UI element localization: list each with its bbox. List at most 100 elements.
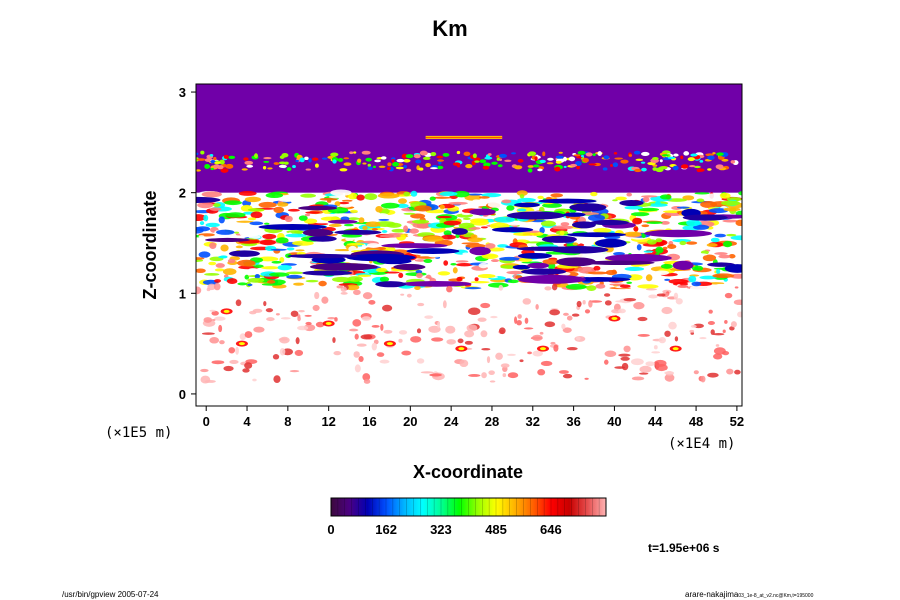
heatmap-cell: [361, 316, 372, 321]
heatmap-cell: [729, 326, 735, 331]
heatmap-cell: [379, 240, 391, 244]
heatmap-cell: [367, 163, 372, 167]
heatmap-cell: [646, 239, 657, 245]
heatmap-cell: [604, 350, 617, 357]
heatmap-cell: [480, 302, 491, 309]
heatmap-cell: [198, 251, 211, 258]
heatmap-cell: [292, 240, 314, 246]
x-unit-label: (×1E4 m): [668, 436, 735, 452]
heatmap-cell: [209, 207, 222, 211]
heatmap-cell: [209, 153, 214, 157]
heatmap-cell: [544, 286, 552, 291]
heatmap-cell: [494, 216, 516, 223]
heatmap-cell: [689, 285, 708, 292]
heatmap-cell: [623, 345, 631, 353]
heatmap-cell: [540, 220, 556, 227]
heatmap-cell: [624, 205, 643, 210]
heatmap-cell: [461, 212, 471, 216]
heatmap-cell: [276, 202, 289, 207]
x-tick-label: 48: [689, 414, 703, 429]
heatmap-cell: [566, 346, 578, 351]
heatmap-cell: [655, 238, 663, 243]
heatmap-cell: [429, 196, 436, 201]
y-tick-label: 1: [179, 286, 186, 301]
heatmap-cell: [677, 284, 689, 288]
heatmap-cell: [285, 233, 307, 238]
heatmap-cell: [356, 343, 367, 347]
heatmap-cell: [468, 374, 481, 377]
heatmap-cell: [273, 162, 280, 165]
heatmap-cell: [263, 222, 270, 225]
heatmap-cell: [615, 300, 627, 303]
heatmap-cell: [405, 168, 412, 172]
x-tick-label: 52: [730, 414, 744, 429]
heatmap-cell: [438, 160, 442, 165]
heatmap-cell: [699, 337, 707, 340]
heatmap-cell: [362, 225, 368, 231]
heatmap-cell: [615, 196, 627, 201]
heatmap-cell: [641, 224, 650, 228]
heatmap-cell: [305, 321, 312, 326]
heatmap-cell: [238, 191, 257, 196]
heatmap-cell: [716, 268, 721, 275]
heatmap-cell: [403, 212, 416, 215]
heatmap-cell: [733, 299, 742, 306]
heatmap-cell: [714, 233, 726, 238]
heatmap-cell: [352, 199, 374, 206]
heatmap-cell: [635, 158, 644, 162]
heatmap-cell: [220, 244, 229, 252]
heatmap-cell: [295, 337, 300, 345]
heatmap-cell: [304, 314, 312, 317]
heatmap-cell: [499, 256, 520, 261]
heatmap-cell: [308, 235, 337, 242]
heatmap-cell: [705, 153, 715, 157]
heatmap-cell: [227, 258, 236, 264]
heatmap-cell: [558, 370, 569, 374]
heatmap-cell: [429, 167, 438, 170]
heatmap-cell: [429, 373, 442, 377]
heatmap-cell: [213, 164, 220, 169]
heatmap-cell: [633, 302, 645, 310]
heatmap-cell: [201, 332, 215, 335]
heatmap-cell: [537, 369, 546, 376]
heatmap-cell: [206, 287, 211, 292]
heatmap-cell: [362, 268, 380, 273]
heatmap-cell: [439, 191, 458, 197]
heatmap-cell: [672, 260, 694, 270]
heatmap-cell: [513, 232, 535, 236]
heatmap-cell: [734, 286, 739, 289]
heatmap-cell: [213, 282, 221, 291]
heatmap-cell: [721, 158, 729, 162]
heatmap-cell: [479, 159, 487, 164]
heatmap-cell: [365, 157, 372, 162]
heatmap-cell: [560, 222, 570, 227]
heatmap-cell: [527, 168, 533, 173]
heatmap-cell: [279, 348, 286, 356]
heatmap-cell: [353, 289, 361, 296]
heatmap-cell: [280, 317, 291, 320]
heatmap-cell: [410, 213, 426, 219]
heatmap-cell: [538, 198, 597, 204]
heatmap-cell: [464, 194, 482, 201]
heatmap-cell: [252, 378, 257, 382]
heatmap-cell: [407, 233, 413, 238]
heatmap-cell: [398, 338, 403, 343]
heatmap-cell: [357, 274, 372, 278]
heatmap-cell: [410, 336, 422, 343]
heatmap-cell: [724, 264, 742, 273]
heatmap-cell: [519, 359, 524, 363]
heatmap-cell: [196, 196, 221, 203]
heatmap-cell: [244, 160, 254, 165]
heatmap-cell: [294, 230, 304, 235]
heatmap-cell: [707, 321, 715, 325]
heatmap-cell: [244, 196, 262, 203]
heatmap-cell: [303, 218, 318, 224]
heatmap-cell: [305, 211, 320, 214]
heatmap-cell: [531, 334, 543, 341]
heatmap-cell: [196, 268, 206, 274]
heatmap-cell: [204, 272, 220, 276]
heatmap-cell: [239, 333, 247, 341]
heatmap-cell: [546, 162, 554, 165]
heatmap-cell: [569, 203, 607, 212]
heatmap-cell: [423, 258, 433, 263]
